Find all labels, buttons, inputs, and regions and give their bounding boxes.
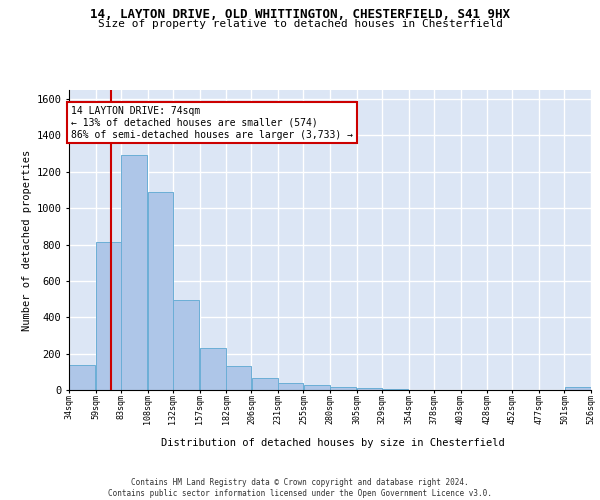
Text: 14 LAYTON DRIVE: 74sqm
← 13% of detached houses are smaller (574)
86% of semi-de: 14 LAYTON DRIVE: 74sqm ← 13% of detached… xyxy=(71,106,353,140)
Text: 14, LAYTON DRIVE, OLD WHITTINGTON, CHESTERFIELD, S41 9HX: 14, LAYTON DRIVE, OLD WHITTINGTON, CHEST… xyxy=(90,8,510,20)
Bar xyxy=(226,366,251,390)
Bar xyxy=(173,300,199,390)
Bar xyxy=(565,388,591,390)
Text: Size of property relative to detached houses in Chesterfield: Size of property relative to detached ho… xyxy=(97,19,503,29)
Bar xyxy=(382,389,409,390)
Bar xyxy=(278,383,304,390)
Y-axis label: Number of detached properties: Number of detached properties xyxy=(22,150,32,330)
Bar xyxy=(148,192,173,390)
Bar xyxy=(95,242,121,390)
Bar xyxy=(304,385,330,390)
Bar xyxy=(69,364,95,390)
Bar xyxy=(200,348,226,390)
Bar xyxy=(121,156,148,390)
Bar xyxy=(356,388,382,390)
Bar xyxy=(251,378,278,390)
Text: Distribution of detached houses by size in Chesterfield: Distribution of detached houses by size … xyxy=(161,438,505,448)
Text: Contains HM Land Registry data © Crown copyright and database right 2024.
Contai: Contains HM Land Registry data © Crown c… xyxy=(108,478,492,498)
Bar xyxy=(330,388,356,390)
